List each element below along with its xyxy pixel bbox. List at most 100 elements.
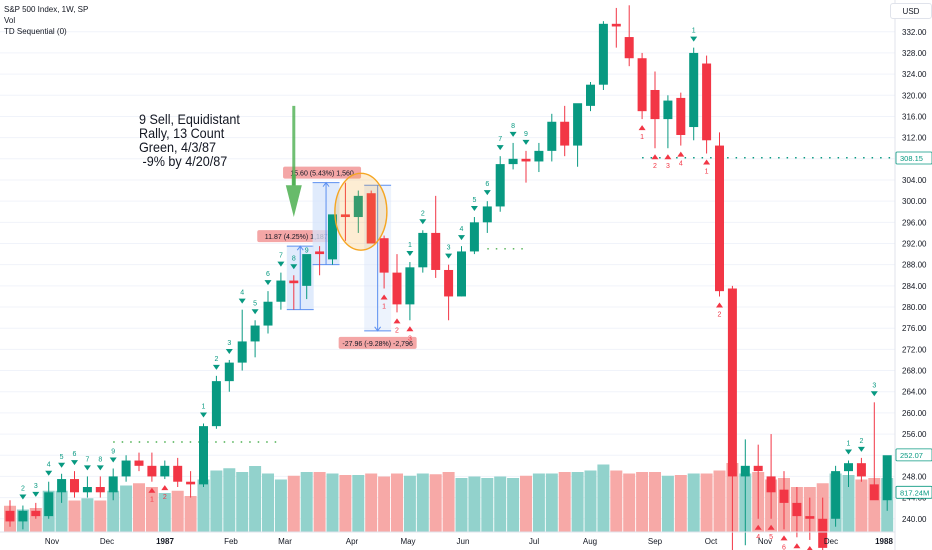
price-axis[interactable]: 240.00244.00248.00252.00256.00260.00264.…: [894, 0, 932, 550]
candle-body: [573, 103, 583, 146]
volume-bar: [210, 470, 223, 532]
candle-body: [302, 254, 312, 286]
price-tick-label: 328.00: [902, 49, 927, 58]
candle-body: [689, 52, 699, 128]
time-tick-label: Dec: [824, 537, 838, 546]
volume-bar: [197, 479, 210, 532]
price-tag: [895, 448, 932, 462]
volume-bar: [520, 475, 532, 532]
volume-bar: [713, 470, 726, 532]
buy-setup-count: 3: [227, 340, 231, 347]
td-markers: 2 3 4 5 6 7 8 9 1 2 3 4 5 6 7 8 9 1 2 3 4 5 6 7 8 9 1 1 2 3 4 1 2 1 2 3 1 2 3 4…: [19, 28, 891, 550]
candle-body: [121, 460, 131, 477]
sell-setup-marker: [380, 294, 388, 300]
buy-setup-count: 3: [34, 483, 38, 490]
buy-setup-count: 4: [240, 290, 244, 297]
candle-body: [57, 479, 67, 493]
buy-setup-count: 1: [847, 441, 851, 448]
candle-body: [495, 164, 505, 207]
currency-button[interactable]: USD: [890, 3, 932, 19]
candle-body: [702, 63, 712, 141]
volume-bar: [442, 472, 455, 532]
time-axis[interactable]: OctNovDec1987FebMarAprMayJunJulAugSepOct…: [0, 531, 895, 546]
time-tick-label: Oct: [705, 537, 718, 546]
volume-bar: [184, 496, 197, 532]
candle-body: [663, 100, 673, 120]
buy-setup-count: 4: [47, 462, 51, 469]
price-tag-label: 817.24M: [900, 488, 929, 497]
candle-body: [766, 476, 776, 493]
volume-indicator-label[interactable]: Vol: [4, 16, 16, 25]
buy-setup-count: 3: [872, 382, 876, 389]
price-tick-label: 288.00: [902, 261, 927, 270]
text-annotation[interactable]: 9 Sell, Equidistant Rally, 13 Count Gree…: [139, 111, 240, 169]
volume-bar: [313, 472, 326, 532]
price-tick-label: 260.00: [902, 409, 927, 418]
candle-body: [753, 465, 763, 472]
buy-setup-marker: [406, 251, 414, 257]
chart-legend: S&P 500 Index, 1W, SP Vol TD Sequential …: [4, 4, 88, 37]
annotation-arrow: [285, 174, 302, 218]
volume-bar: [558, 472, 571, 532]
td-indicator-label[interactable]: TD Sequential (0): [4, 27, 67, 36]
sell-setup-count: 1: [705, 169, 709, 176]
measure-label: 11.87 (4.25%) 1,187: [265, 234, 328, 241]
sell-setup-count: 1: [640, 134, 644, 141]
symbol-title[interactable]: S&P 500 Index, 1W, SP: [4, 5, 89, 14]
volume-bar: [262, 473, 274, 532]
buy-setup-marker: [71, 460, 78, 466]
candle-body: [844, 463, 853, 472]
volume-bar: [481, 478, 494, 532]
volume-bar: [223, 468, 236, 532]
candle-body: [82, 487, 92, 493]
sell-setup-count: 5: [769, 534, 773, 541]
buy-setup-count: 1: [692, 28, 696, 35]
buy-setup-marker: [690, 36, 698, 42]
annotation-arrow-shaft: [292, 105, 296, 186]
buy-setup-marker: [264, 280, 272, 286]
candle-body: [534, 150, 544, 162]
price-tick-label: 272.00: [902, 345, 927, 354]
buy-setup-count: 9: [305, 247, 309, 254]
buy-setup-count: 2: [421, 210, 425, 217]
candle-body: [715, 145, 724, 292]
buy-setup-count: 7: [85, 456, 89, 463]
candle-body: [18, 510, 28, 522]
buy-setup-marker: [251, 309, 259, 315]
buy-setup-marker: [458, 235, 465, 241]
time-tick-label: May: [400, 537, 415, 546]
volume-bar: [274, 479, 287, 532]
candle-body: [379, 238, 389, 273]
buy-setup-count: 2: [214, 356, 218, 363]
candle-body: [392, 272, 402, 305]
price-tick-label: 304.00: [902, 176, 927, 185]
volume-bar: [378, 476, 391, 532]
buy-setup-count: 7: [279, 253, 283, 260]
price-tick-label: 240.00: [902, 515, 927, 524]
candle-body: [805, 516, 815, 519]
volume-bar: [610, 470, 623, 532]
volume-bar: [300, 472, 313, 532]
price-tag: [895, 485, 932, 499]
candle-body: [405, 267, 415, 305]
buy-setup-marker: [483, 190, 491, 196]
volume-bar: [661, 475, 674, 532]
sell-setup-count: 3: [666, 163, 670, 170]
price-tick-label: 320.00: [902, 91, 927, 100]
sell-setup-marker: [664, 154, 672, 160]
sell-setup-marker: [161, 485, 169, 491]
candle-body: [315, 251, 325, 255]
buy-setup-marker: [83, 465, 91, 471]
candle-body: [508, 158, 518, 165]
volume-bars: [4, 463, 894, 532]
sell-setup-count: 6: [782, 544, 786, 550]
price-tick-label: 276.00: [902, 324, 927, 333]
candle-body: [289, 280, 299, 284]
time-tick-label: 1988: [875, 537, 893, 546]
buy-setup-marker: [509, 131, 517, 137]
price-tick-label: 324.00: [902, 70, 927, 79]
candle-body: [328, 214, 337, 260]
candle-body: [186, 481, 196, 485]
volume-bar: [120, 485, 133, 532]
